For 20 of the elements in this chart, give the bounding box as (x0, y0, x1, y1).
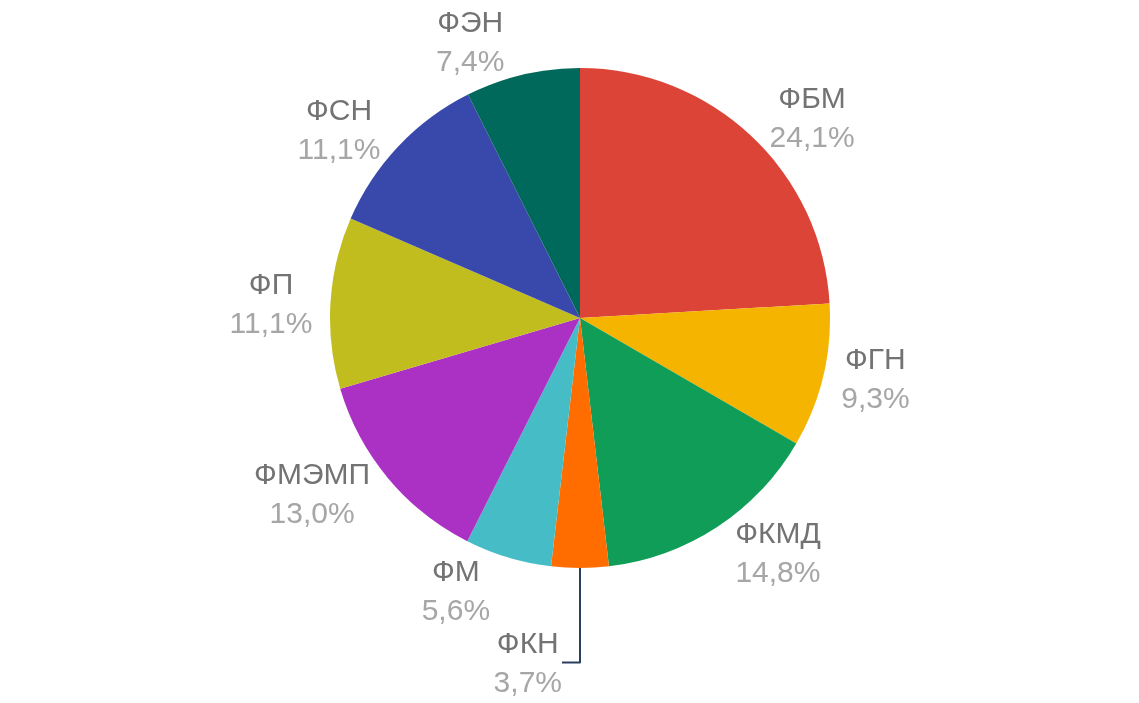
slice-label: ФСН (305, 93, 373, 127)
data-label: 3,7% (493, 665, 562, 699)
slice-label: ФМ (431, 554, 480, 588)
slice-label: ФП (248, 266, 294, 300)
data-label: 11,1% (297, 132, 381, 166)
data-label: 7,4% (436, 43, 505, 77)
slice-label: ФГН (845, 341, 906, 375)
data-label: 14,8% (735, 555, 821, 589)
slice-label: ФКМД (735, 516, 821, 550)
data-label: 11,1% (229, 305, 313, 339)
slice-label: ФЭН (437, 4, 504, 38)
slice-label: ФКН (496, 626, 559, 660)
data-label: 24,1% (769, 120, 855, 154)
slice-label: ФМЭМП (254, 456, 371, 490)
data-label: 13,0% (269, 495, 355, 529)
slice-label: ФБМ (778, 81, 846, 115)
pie-slice (580, 303, 830, 444)
data-label: 9,3% (841, 380, 910, 414)
data-label: 5,6% (421, 593, 491, 627)
pie-slice (330, 218, 580, 389)
